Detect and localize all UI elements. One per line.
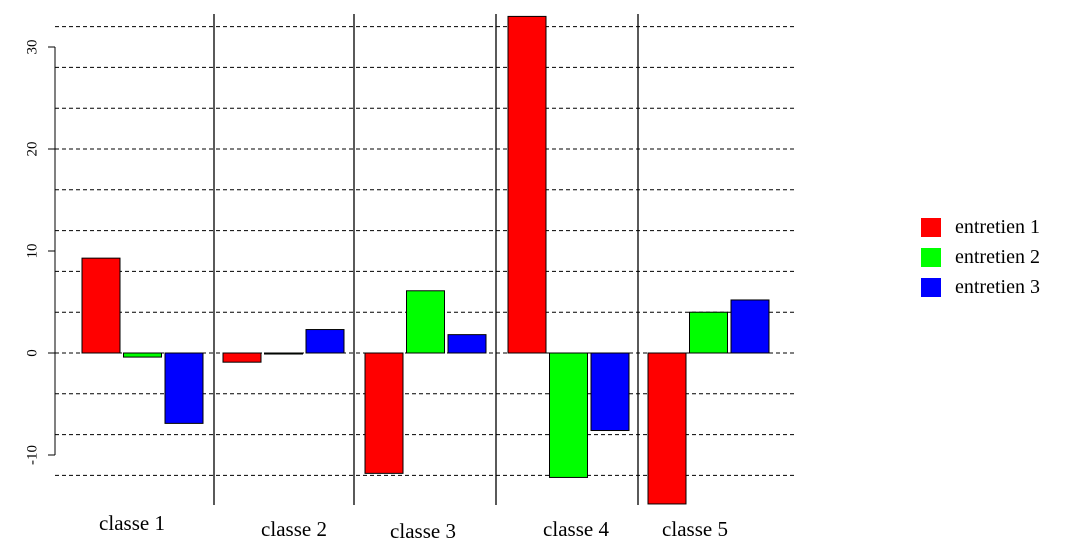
bar xyxy=(305,329,345,354)
y-tick-label: 10 xyxy=(24,244,40,259)
category-label: classe 3 xyxy=(390,519,456,543)
category-label: classe 2 xyxy=(261,517,327,541)
legend-swatch xyxy=(921,278,941,297)
legend-label: entretien 2 xyxy=(955,246,1040,268)
bar xyxy=(590,352,630,432)
y-axis: -10 0 10 20 30 xyxy=(24,40,56,465)
legend: entretien 1 entretien 2 entretien 3 xyxy=(921,216,1040,298)
category-label: classe 4 xyxy=(543,517,609,541)
bar xyxy=(647,352,687,505)
category-label: classe 5 xyxy=(662,517,728,541)
bars xyxy=(81,15,770,505)
y-tick-label: 0 xyxy=(24,349,40,357)
legend-swatch xyxy=(921,248,941,267)
bar xyxy=(730,299,770,354)
bar xyxy=(264,352,303,355)
bar xyxy=(447,334,487,354)
legend-label: entretien 1 xyxy=(955,216,1040,238)
bar xyxy=(406,290,445,354)
bar xyxy=(549,352,588,478)
category-labels: classe 1 classe 2 classe 3 classe 4 classe 5 xyxy=(99,511,728,543)
group-separators xyxy=(213,14,639,505)
bar xyxy=(164,352,204,424)
category-label: classe 1 xyxy=(99,511,165,535)
y-tick-label: 30 xyxy=(24,40,40,55)
bar xyxy=(222,352,262,363)
y-tick-label: 20 xyxy=(24,142,40,157)
bar xyxy=(689,311,728,354)
y-tick-label: -10 xyxy=(24,445,40,465)
legend-swatch xyxy=(921,218,941,237)
bar xyxy=(81,257,121,354)
bar xyxy=(507,15,547,354)
bar xyxy=(123,352,162,358)
bar xyxy=(364,352,404,474)
legend-label: entretien 3 xyxy=(955,276,1040,298)
